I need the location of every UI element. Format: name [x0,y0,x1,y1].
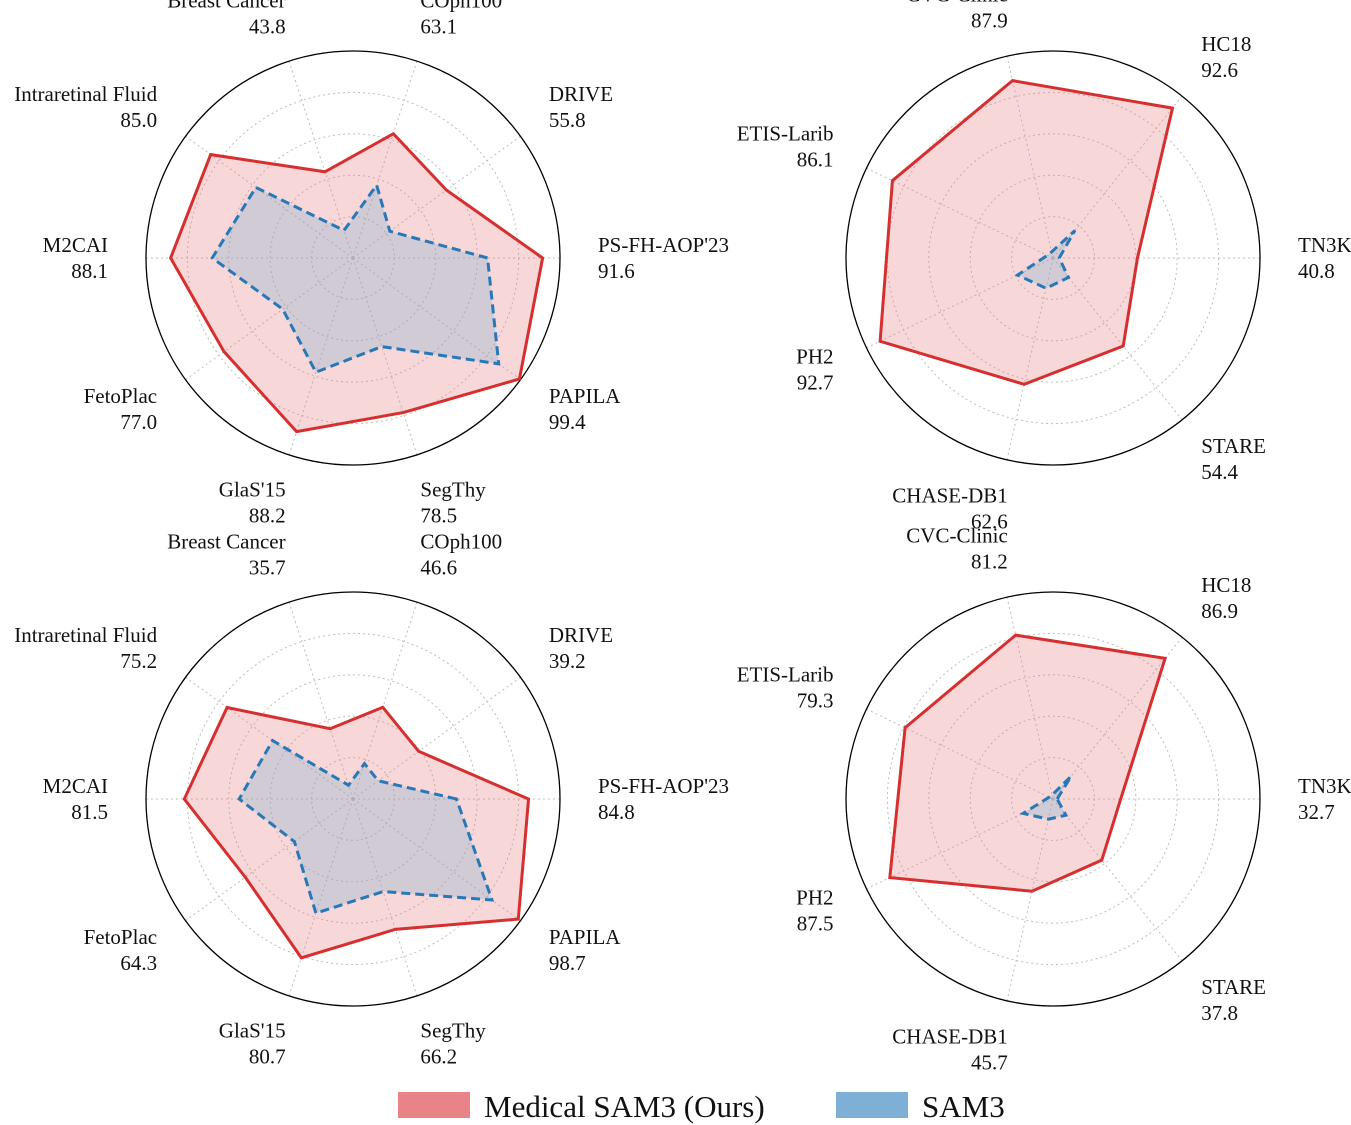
axis-label-tn3k: TN3K [1298,233,1351,257]
value-label-coph100: 63.1 [420,15,457,39]
value-label-papila: 99.4 [549,410,586,434]
value-label-tn3k: 32.7 [1298,800,1335,824]
value-label-ph2: 87.5 [797,912,834,936]
axis-label-drive: DRIVE [549,82,613,106]
axis-label-chase-db1: CHASE-DB1 [892,1025,1008,1049]
series-area-sam3 [210,181,501,375]
axis-label-segthy: SegThy [420,477,486,501]
axis-label-segthy: SegThy [420,1018,486,1042]
series-area-medical-sam3-ours [888,633,1168,893]
grid-ring-2 [269,174,437,342]
axis-label-m2cai: M2CAI [43,233,108,257]
value-label-tn3k: 40.8 [1298,259,1335,283]
grid-ring-3 [228,133,478,383]
axis-label-etis-larib: ETIS-Larib [737,663,834,687]
series-area-sam3 [1019,775,1073,821]
radar-frame [845,591,1261,1007]
value-label-m2cai: 88.1 [71,259,108,283]
grid-ring-2 [269,715,437,883]
value-label-drive: 39.2 [549,649,586,673]
axis-label-intraretinal-fluid: Intraretinal Fluid [14,82,157,106]
value-label-cvc-clinic: 87.9 [971,8,1008,32]
value-label-m2cai: 81.5 [71,800,108,824]
value-label-hc18: 86.9 [1201,599,1238,623]
legend-label-ours: Medical SAM3 (Ours) [484,1089,765,1124]
axis-label-ph2: PH2 [796,886,833,910]
value-label-ph2: 92.7 [797,371,834,395]
axis-label-ph2: PH2 [796,345,833,369]
value-label-chase-db1: 45.7 [971,1051,1008,1075]
axis-label-hc18: HC18 [1201,573,1251,597]
axis-label-coph100: COph100 [420,530,502,554]
axis-label-m2cai: M2CAI [43,774,108,798]
value-label-ps-fh-aop-23: 84.8 [598,800,635,824]
value-label-etis-larib: 79.3 [797,689,834,713]
value-label-segthy: 66.2 [420,1044,457,1068]
grid-ring-3 [928,133,1178,383]
radar-frame [145,50,561,466]
axis-label-stare: STARE [1201,975,1266,999]
series-area-medical-sam3-ours [168,131,545,434]
value-label-glas-15: 88.2 [249,503,286,527]
value-label-etis-larib: 86.1 [797,148,834,172]
value-label-papila: 98.7 [549,951,586,975]
axis-label-drive: DRIVE [549,623,613,647]
axis-label-glas-15: GlaS'15 [219,477,286,501]
legend-label-sam3: SAM3 [922,1089,1005,1124]
axis-label-papila: PAPILA [549,384,621,408]
axis-label-hc18: HC18 [1201,32,1251,56]
grid-ring-2 [969,174,1137,342]
axis-label-coph100: COph100 [420,0,502,13]
value-label-fetoplac: 77.0 [120,410,157,434]
axis-label-chase-db1: CHASE-DB1 [892,484,1008,508]
series-area-sam3 [1014,229,1077,290]
axis-label-breast-cancer: Breast Cancer [167,0,285,13]
value-label-cvc-clinic: 81.2 [971,549,1008,573]
value-label-intraretinal-fluid: 85.0 [120,108,157,132]
value-label-stare: 37.8 [1201,1001,1238,1025]
series-area-medical-sam3-ours [878,79,1175,386]
legend: Medical SAM3 (Ours) SAM3 [398,1089,1005,1124]
value-label-stare: 54.4 [1201,460,1238,484]
legend-swatch-ours [398,1092,470,1118]
axis-label-tn3k: TN3K [1298,774,1351,798]
grid-ring-3 [928,674,1178,924]
axis-label-breast-cancer: Breast Cancer [167,530,285,554]
axis-label-stare: STARE [1201,434,1266,458]
series-area-medical-sam3-ours [182,705,531,960]
value-label-breast-cancer: 43.8 [249,15,286,39]
grid-ring-3 [228,674,478,924]
axis-label-glas-15: GlaS'15 [219,1018,286,1042]
radar-frame [845,50,1261,466]
legend-swatch-sam3 [836,1092,908,1118]
value-label-coph100: 46.6 [420,556,457,580]
axis-label-ps-fh-aop-23: PS-FH-AOP'23 [598,233,729,257]
radar-frame [145,591,561,1007]
value-label-fetoplac: 64.3 [120,951,157,975]
axis-label-cvc-clinic: CVC-Clinic [906,523,1008,547]
value-label-breast-cancer: 35.7 [249,556,286,580]
value-label-intraretinal-fluid: 75.2 [120,649,157,673]
grid-ring-2 [969,715,1137,883]
value-label-chase-db1: 62.6 [971,510,1008,534]
axis-label-cvc-clinic: CVC-Clinic [906,0,1008,6]
axis-label-intraretinal-fluid: Intraretinal Fluid [14,623,157,647]
axis-label-fetoplac: FetoPlac [84,384,158,408]
series-area-sam3 [237,738,495,916]
value-label-glas-15: 80.7 [249,1044,286,1068]
axis-label-fetoplac: FetoPlac [84,925,158,949]
axis-label-papila: PAPILA [549,925,621,949]
value-label-ps-fh-aop-23: 91.6 [598,259,635,283]
value-label-hc18: 92.6 [1201,58,1238,82]
value-label-segthy: 78.5 [420,503,457,527]
axis-label-etis-larib: ETIS-Larib [737,122,834,146]
value-label-drive: 55.8 [549,108,586,132]
axis-label-ps-fh-aop-23: PS-FH-AOP'23 [598,774,729,798]
